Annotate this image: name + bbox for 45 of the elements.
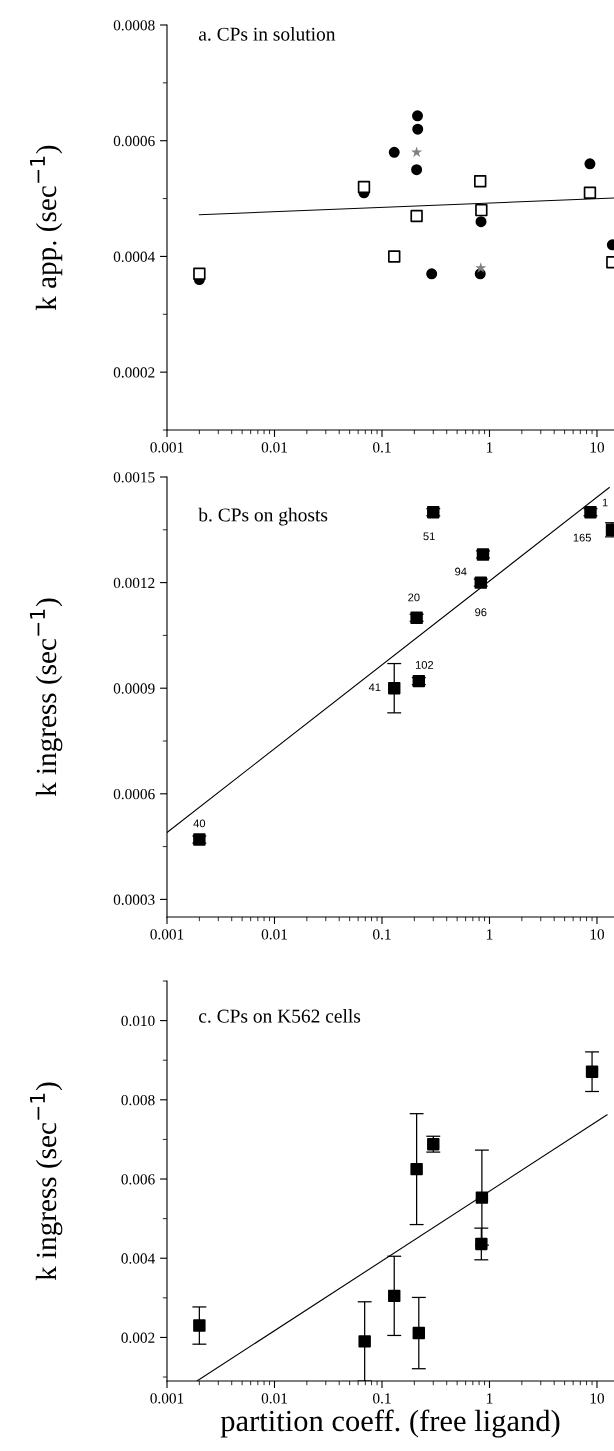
y-tick-label: 0.004	[121, 1253, 155, 1264]
annotation: 40	[193, 819, 206, 828]
annotation: 102	[415, 661, 434, 669]
x-tick-label: 0.1	[373, 442, 391, 453]
x-axis-title: partition coeff. (free ligand)	[220, 1409, 560, 1438]
text: b. CPs on ghosts	[198, 507, 328, 526]
x-tick-label: 0.01	[261, 929, 287, 940]
x-tick-label: 0.001	[150, 442, 184, 453]
x-tick-label: 0.1	[373, 1393, 391, 1404]
y-tick-label: 0.010	[121, 1015, 155, 1027]
y-tick-label: 0.002	[121, 1332, 155, 1343]
x-tick-label: 0.01	[261, 442, 287, 453]
annotation: 1	[602, 498, 608, 507]
y-axis-title: k app. (sec$^{−1}$)	[29, 145, 63, 311]
y-axis-title: k ingress (sec$^{−1}$)	[29, 1082, 63, 1281]
x-tick-label: 1	[487, 929, 493, 940]
y-tick-label: 0.0006	[113, 788, 155, 800]
y-tick-label: 0.0009	[113, 683, 155, 694]
x-tick-label: 1	[487, 1393, 493, 1404]
x-tick-label: 0.01	[261, 1393, 287, 1404]
annotation: 20	[408, 593, 420, 602]
annotation: 94	[455, 567, 467, 576]
x-tick-label: 10	[590, 929, 605, 940]
annotation: 41	[368, 683, 381, 692]
y-tick-label: 0.0003	[113, 894, 155, 905]
y-tick-label: 0.0008	[113, 20, 155, 31]
x-tick-label: 0.1	[373, 929, 391, 940]
x-tick-label: 1	[487, 442, 493, 453]
x-tick-label: 0.001	[150, 1393, 184, 1404]
x-tick-label: 10	[590, 442, 605, 453]
annotation: 96	[475, 608, 487, 617]
y-tick-label: 0.008	[121, 1094, 155, 1106]
y-tick-label: 0.0002	[113, 367, 155, 378]
y-tick-label: 0.0015	[113, 472, 155, 483]
y-tick-label: 0.006	[121, 1174, 155, 1185]
chart-title: a. CPs in solution	[198, 27, 336, 41]
x-tick-label: 10	[590, 1393, 605, 1404]
y-axis-title: k ingress (sec$^{−1}$)	[29, 598, 63, 797]
y-tick-label: 0.0012	[113, 577, 155, 589]
annotation: 51	[423, 532, 435, 541]
annotation: 165	[573, 533, 591, 542]
y-tick-label: 0.0004	[113, 251, 155, 262]
x-tick-label: 0.001	[150, 929, 184, 940]
text: c. CPs on K562 cells	[199, 1009, 361, 1023]
y-tick-label: 0.0006	[113, 135, 155, 147]
